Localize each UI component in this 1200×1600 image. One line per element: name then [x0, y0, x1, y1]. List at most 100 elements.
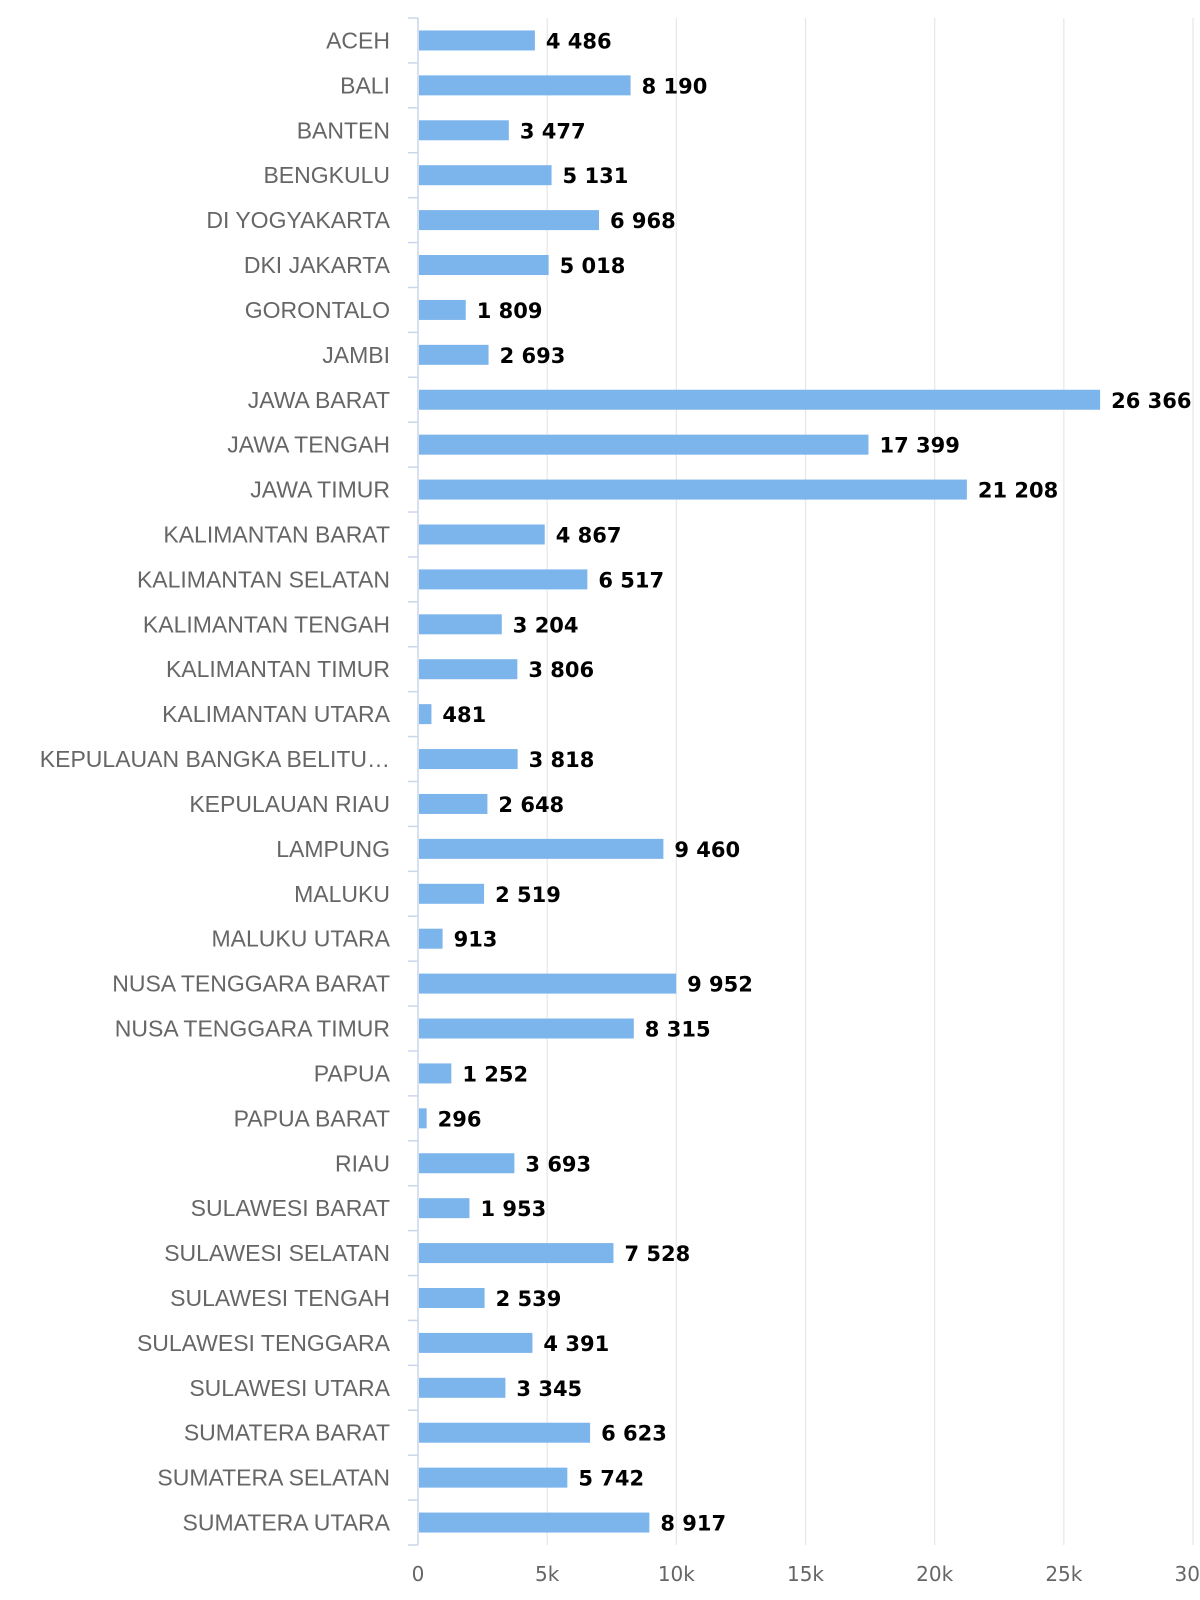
data-label: 17 399 [879, 434, 959, 458]
data-label: 4 391 [543, 1332, 609, 1356]
category-label: SULAWESI SELATAN [164, 1240, 390, 1266]
bar [419, 659, 518, 680]
category-label: KALIMANTAN TENGAH [143, 611, 390, 637]
data-label: 3 345 [516, 1377, 582, 1401]
data-label: 2 693 [500, 344, 566, 368]
category-label: PAPUA [314, 1060, 391, 1086]
data-label: 9 952 [687, 973, 753, 997]
x-tick-label: 30k [1174, 1562, 1200, 1586]
category-label: NUSA TENGGARA BARAT [112, 971, 390, 997]
bar [419, 120, 509, 141]
category-label: SULAWESI UTARA [189, 1375, 390, 1401]
data-label: 4 486 [546, 29, 612, 53]
bar [419, 1287, 485, 1308]
data-label: 6 623 [601, 1422, 667, 1446]
data-label: 4 867 [556, 523, 622, 547]
category-label: KEPULAUAN RIAU [189, 791, 390, 817]
category-label: KEPULAUAN BANGKA BELITU… [40, 746, 390, 772]
data-label: 3 818 [529, 748, 595, 772]
data-label: 1 252 [462, 1062, 528, 1086]
category-label: MALUKU UTARA [212, 926, 391, 952]
category-label: DKI JAKARTA [244, 252, 391, 278]
category-label: RIAU [335, 1150, 390, 1176]
bars [419, 30, 1101, 1533]
category-label: BANTEN [297, 117, 390, 143]
category-axis [408, 17, 419, 1546]
bar [419, 389, 1101, 410]
bar [419, 1467, 568, 1488]
bar [419, 75, 631, 96]
data-label: 3 204 [513, 613, 579, 637]
category-label: GORONTALO [245, 297, 390, 323]
bar [419, 883, 485, 904]
gridlines [546, 18, 1194, 1545]
data-label: 1 953 [480, 1197, 546, 1221]
category-label: SULAWESI TENGAH [170, 1285, 390, 1311]
category-label: JAWA BARAT [248, 387, 390, 413]
data-label: 481 [442, 703, 486, 727]
data-label: 2 519 [495, 883, 561, 907]
data-label: 26 366 [1111, 389, 1191, 413]
x-tick-label: 20k [916, 1562, 953, 1586]
category-label: BENGKULU [263, 162, 390, 188]
bar [419, 973, 677, 994]
bar [419, 344, 489, 365]
bar [419, 838, 664, 859]
data-label: 3 693 [525, 1152, 591, 1176]
data-label: 21 208 [978, 479, 1058, 503]
category-label: SULAWESI TENGGARA [137, 1330, 391, 1356]
category-label: JAWA TIMUR [250, 477, 390, 503]
category-label: SULAWESI BARAT [191, 1195, 390, 1221]
category-label: SUMATERA SELATAN [157, 1465, 390, 1491]
bar [419, 1377, 506, 1398]
data-label: 3 806 [528, 658, 594, 682]
bar [419, 434, 869, 455]
category-label: BALI [340, 72, 390, 98]
bar [419, 1063, 452, 1084]
bar [419, 255, 549, 276]
bar [419, 614, 502, 635]
data-label: 8 315 [645, 1018, 711, 1042]
bar [419, 1512, 650, 1533]
bar [419, 1332, 533, 1353]
bar [419, 30, 535, 51]
x-axis-tick-labels: 0 5k 10k 15k 20k 25k 30k [412, 1562, 1200, 1586]
data-label: 2 539 [496, 1287, 562, 1311]
bar [419, 704, 432, 725]
bar [419, 928, 443, 949]
x-tick-label: 25k [1045, 1562, 1082, 1586]
x-tick-label: 15k [787, 1562, 824, 1586]
data-label: 2 648 [498, 793, 564, 817]
category-label: KALIMANTAN SELATAN [137, 566, 390, 592]
bar [419, 299, 466, 320]
category-label: DI YOGYAKARTA [206, 207, 390, 233]
data-label: 913 [454, 928, 498, 952]
category-label: JAMBI [322, 342, 390, 368]
data-labels: 4 486 8 190 3 477 5 131 6 968 5 018 1 809 2 693… [438, 29, 1192, 1535]
data-label: 1 809 [477, 299, 543, 323]
category-label: LAMPUNG [276, 836, 390, 862]
data-label: 5 742 [578, 1467, 644, 1491]
data-label: 3 477 [520, 119, 586, 143]
category-label: KALIMANTAN BARAT [163, 521, 390, 547]
bar [419, 1198, 470, 1219]
data-label: 8 190 [642, 74, 708, 98]
bar [419, 1422, 591, 1443]
bar [419, 1018, 634, 1039]
bar [419, 165, 552, 186]
bar [419, 210, 600, 231]
data-label: 5 131 [563, 164, 629, 188]
bar [419, 1153, 515, 1174]
category-label: ACEH [326, 27, 390, 53]
data-label: 296 [438, 1107, 482, 1131]
bar [419, 749, 518, 770]
category-label: KALIMANTAN UTARA [162, 701, 391, 727]
bar [419, 793, 488, 814]
category-label: NUSA TENGGARA TIMUR [115, 1016, 390, 1042]
category-label: MALUKU [294, 881, 390, 907]
data-label: 7 528 [624, 1242, 690, 1266]
x-tick-label: 10k [658, 1562, 695, 1586]
data-label: 6 517 [598, 568, 664, 592]
